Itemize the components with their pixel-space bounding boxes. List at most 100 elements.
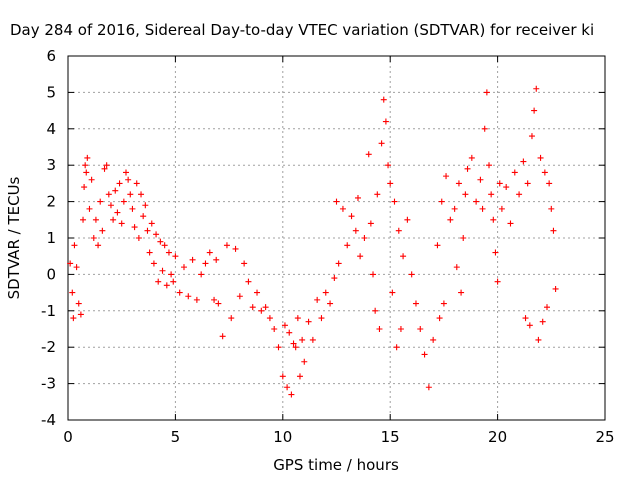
data-point	[185, 293, 192, 300]
data-point	[412, 300, 419, 307]
chart-title: Day 284 of 2016, Sidereal Day-to-day VTE…	[10, 21, 594, 39]
data-point	[374, 191, 381, 198]
data-point	[395, 227, 402, 234]
data-point	[71, 242, 78, 249]
data-point	[344, 242, 351, 249]
data-point	[114, 209, 121, 216]
data-point	[150, 260, 157, 267]
data-point	[357, 253, 364, 260]
data-point	[180, 264, 187, 271]
data-point	[305, 318, 312, 325]
y-tick-label: 3	[46, 156, 56, 174]
data-point	[451, 205, 458, 212]
data-point	[138, 191, 145, 198]
data-point	[507, 220, 514, 227]
data-point	[125, 176, 132, 183]
y-axis-label: SDTVAR / TECUs	[5, 176, 23, 299]
data-point	[140, 213, 147, 220]
data-point	[481, 125, 488, 132]
y-tick-label: 2	[46, 193, 56, 211]
data-point	[170, 278, 177, 285]
data-point	[254, 289, 261, 296]
data-point	[299, 336, 306, 343]
data-point	[503, 184, 510, 191]
data-point	[397, 326, 404, 332]
data-point	[550, 227, 557, 234]
data-point	[120, 198, 127, 205]
data-point	[309, 336, 316, 343]
data-point	[436, 315, 443, 322]
data-point	[365, 151, 372, 158]
x-tick-label: 15	[381, 428, 400, 446]
y-tick-label: -1	[41, 302, 56, 320]
data-point	[88, 176, 95, 183]
data-point	[206, 249, 213, 256]
data-point	[284, 384, 291, 391]
data-point	[165, 249, 172, 256]
data-point	[288, 391, 295, 398]
data-point	[189, 256, 196, 263]
data-point	[112, 187, 119, 194]
data-point	[380, 96, 387, 103]
data-point	[378, 140, 385, 147]
data-point	[434, 242, 441, 249]
data-point	[548, 205, 555, 212]
y-tick-label: 0	[46, 265, 56, 283]
data-point	[533, 85, 540, 92]
data-point	[314, 296, 321, 303]
data-point	[122, 169, 129, 176]
data-point	[535, 336, 542, 343]
data-point	[83, 169, 90, 176]
data-point	[262, 304, 269, 311]
x-axis-label: GPS time / hours	[273, 456, 399, 474]
data-point	[82, 162, 89, 169]
data-point	[483, 89, 490, 96]
data-point	[236, 293, 243, 300]
data-point	[333, 198, 340, 205]
data-point	[385, 162, 392, 169]
data-point	[103, 162, 110, 169]
data-point	[159, 267, 166, 274]
data-point	[488, 191, 495, 198]
data-point	[101, 165, 108, 172]
data-point	[455, 180, 462, 187]
data-point	[70, 315, 77, 322]
data-point	[193, 296, 200, 303]
data-point	[129, 205, 136, 212]
data-point	[546, 180, 553, 187]
y-tick-label: 6	[46, 47, 56, 65]
data-point	[361, 235, 368, 241]
data-point	[133, 180, 140, 187]
data-point	[73, 264, 80, 271]
data-point	[417, 326, 424, 332]
data-point	[80, 216, 87, 223]
data-point	[118, 220, 125, 227]
data-point	[352, 227, 359, 234]
data-point	[339, 205, 346, 212]
data-point	[131, 224, 138, 231]
x-tick-label: 25	[595, 428, 614, 446]
data-point	[271, 326, 278, 332]
data-point	[460, 235, 467, 241]
data-point	[464, 165, 471, 172]
data-point	[105, 191, 112, 198]
data-point	[155, 278, 162, 285]
data-point	[275, 344, 282, 351]
y-tick-label: -2	[41, 338, 56, 356]
data-point	[327, 300, 334, 307]
data-point	[266, 315, 273, 322]
data-point	[516, 191, 523, 198]
data-point	[127, 191, 134, 198]
data-point	[400, 253, 407, 260]
data-point	[479, 205, 486, 212]
data-point	[168, 271, 175, 278]
data-point	[382, 118, 389, 125]
data-point	[537, 154, 544, 161]
y-tick-label: 4	[46, 120, 56, 138]
data-point	[511, 169, 518, 176]
data-point	[107, 202, 114, 209]
data-point	[389, 289, 396, 296]
data-point	[524, 180, 531, 187]
data-point	[75, 300, 82, 307]
